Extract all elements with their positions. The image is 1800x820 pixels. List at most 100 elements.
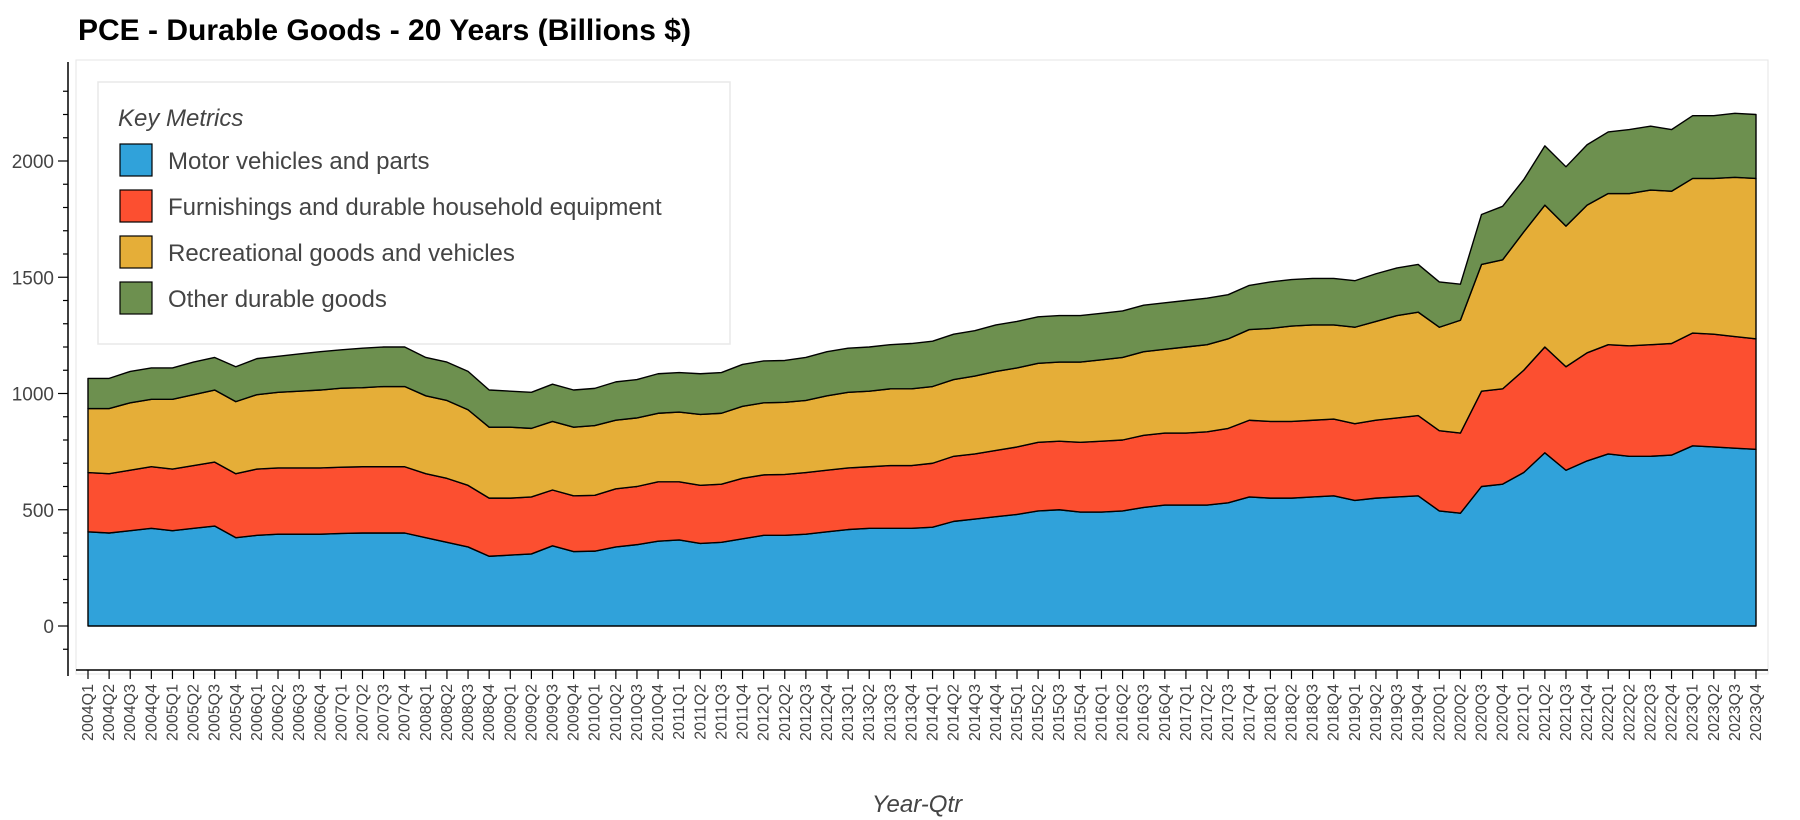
x-tick-label: 2022Q2 [1621,684,1638,741]
x-tick-label: 2013Q4 [903,684,920,741]
x-tick-label: 2016Q2 [1115,684,1132,741]
x-tick-label: 2011Q2 [692,684,709,740]
legend-swatch-2[interactable] [119,189,153,223]
x-tick-label: 2012Q1 [756,684,773,741]
legend-label-1[interactable]: Motor vehicles and parts [168,148,429,175]
x-tick-label: 2009Q3 [545,684,562,741]
x-tick-label: 2011Q1 [671,684,688,740]
y-tick-label: 2000 [12,152,54,173]
x-tick-label: 2006Q3 [291,684,308,741]
x-tick-label: 2019Q3 [1389,684,1406,741]
x-tick-label: 2004Q2 [101,684,118,741]
x-tick-label: 2017Q3 [1220,684,1237,741]
y-tick-label: 1500 [12,268,54,289]
x-tick-label: 2015Q3 [1051,684,1068,741]
x-tick-label: 2008Q3 [460,684,477,741]
x-tick-label: 2006Q4 [312,684,329,741]
stacked-areas [87,112,1757,627]
x-tick-label: 2015Q2 [1030,684,1047,741]
x-tick-label: 2004Q4 [143,684,160,741]
legend-items: Motor vehicles and parts Furnishings and … [119,143,662,315]
x-tick-label: 2023Q2 [1706,684,1723,741]
y-tick-label: 0 [43,617,54,638]
x-tick-label: 2010Q2 [608,684,625,741]
x-tick-label: 2023Q1 [1685,684,1702,741]
x-tick-label: 2014Q2 [946,684,963,741]
x-tick-label: 2019Q2 [1368,684,1385,741]
x-tick-label: 2021Q2 [1537,684,1554,741]
x-tick-label: 2023Q4 [1748,684,1765,741]
x-tick-label: 2006Q2 [270,684,287,741]
x-tick-label: 2007Q1 [333,684,350,741]
x-tick-label: 2018Q2 [1283,684,1300,741]
x-tick-label: 2013Q1 [840,684,857,741]
y-axis: 0 500 1000 1500 2000 [12,62,69,676]
x-tick-label: 2011Q4 [735,684,752,740]
x-tick-label: 2017Q1 [1178,684,1195,741]
x-tick-label: 2007Q2 [354,684,371,741]
legend-box [97,81,731,345]
x-tick-label: 2008Q1 [418,684,435,741]
x-tick-label: 2020Q3 [1474,684,1491,741]
x-tick-label: 2019Q4 [1410,684,1427,741]
x-tick-label: 2016Q4 [1157,684,1174,741]
x-tick-label: 2007Q3 [376,684,393,741]
x-tick-label: 2009Q2 [523,684,540,741]
x-tick-label: 2007Q4 [397,684,414,741]
x-tick-label: 2010Q4 [650,684,667,741]
y-tick-label: 500 [22,501,54,522]
x-tick-label: 2014Q1 [925,684,942,741]
x-tick-label: 2016Q1 [1093,684,1110,741]
x-tick-label: 2015Q1 [1009,684,1026,741]
x-tick-label: 2013Q3 [882,684,899,741]
x-tick-label: 2009Q1 [502,684,519,741]
x-tick-label: 2008Q2 [439,684,456,741]
x-tick-label: 2014Q4 [988,684,1005,741]
x-axis-title: Year-Qtr [872,791,963,818]
x-tick-label: 2019Q1 [1347,684,1364,741]
x-tick-label: 2013Q2 [861,684,878,741]
x-tick-label: 2010Q3 [629,684,646,741]
x-tick-label: 2023Q3 [1727,684,1744,741]
chart-title: PCE - Durable Goods - 20 Years (Billions… [78,14,691,47]
x-tick-label: 2012Q3 [798,684,815,741]
y-tick-label: 1000 [12,385,54,406]
x-tick-label: 2006Q1 [249,684,266,741]
x-tick-label: 2015Q4 [1072,684,1089,741]
legend-swatch-4[interactable] [119,281,153,315]
legend-label-2[interactable]: Furnishings and durable household equipm… [168,194,662,221]
area-series-4[interactable] [87,112,1757,430]
x-tick-label: 2022Q4 [1664,684,1681,741]
legend-swatch-1[interactable] [119,143,153,177]
legend[interactable]: Key Metrics Motor vehicles and parts Furn… [97,81,731,345]
legend-swatch-3[interactable] [119,235,153,269]
x-tick-label: 2005Q2 [186,684,203,741]
x-tick-label: 2005Q3 [207,684,224,741]
x-tick-label: 2004Q3 [122,684,139,741]
x-tick-label: 2008Q4 [481,684,498,741]
x-tick-label: 2009Q4 [566,684,583,741]
x-tick-label: 2021Q4 [1579,684,1596,741]
x-tick-label: 2012Q2 [777,684,794,741]
x-tick-label: 2004Q1 [80,684,97,741]
x-tick-label: 2014Q3 [967,684,984,741]
x-tick-label: 2005Q1 [164,684,181,741]
x-tick-label: 2010Q1 [587,684,604,741]
x-tick-label: 2022Q1 [1600,684,1617,741]
x-tick-label: 2017Q2 [1199,684,1216,741]
x-tick-label: 2018Q3 [1305,684,1322,741]
x-tick-label: 2022Q3 [1642,684,1659,741]
x-tick-label: 2016Q3 [1136,684,1153,741]
x-tick-label: 2011Q3 [713,684,730,740]
x-axis: 2004Q1 2004Q2 2004Q3 2004Q4 2005Q1 2005Q2 2005… [76,669,1768,741]
x-tick-label: 2017Q4 [1241,684,1258,741]
x-tick-label: 2021Q3 [1558,684,1575,741]
x-tick-label: 2018Q4 [1326,684,1343,741]
legend-label-4[interactable]: Other durable goods [168,286,387,313]
legend-title: Key Metrics [118,105,243,132]
x-tick-label: 2020Q4 [1495,684,1512,741]
x-tick-label: 2005Q4 [228,684,245,741]
x-tick-label: 2020Q2 [1452,684,1469,741]
legend-label-3[interactable]: Recreational goods and vehicles [168,240,515,267]
